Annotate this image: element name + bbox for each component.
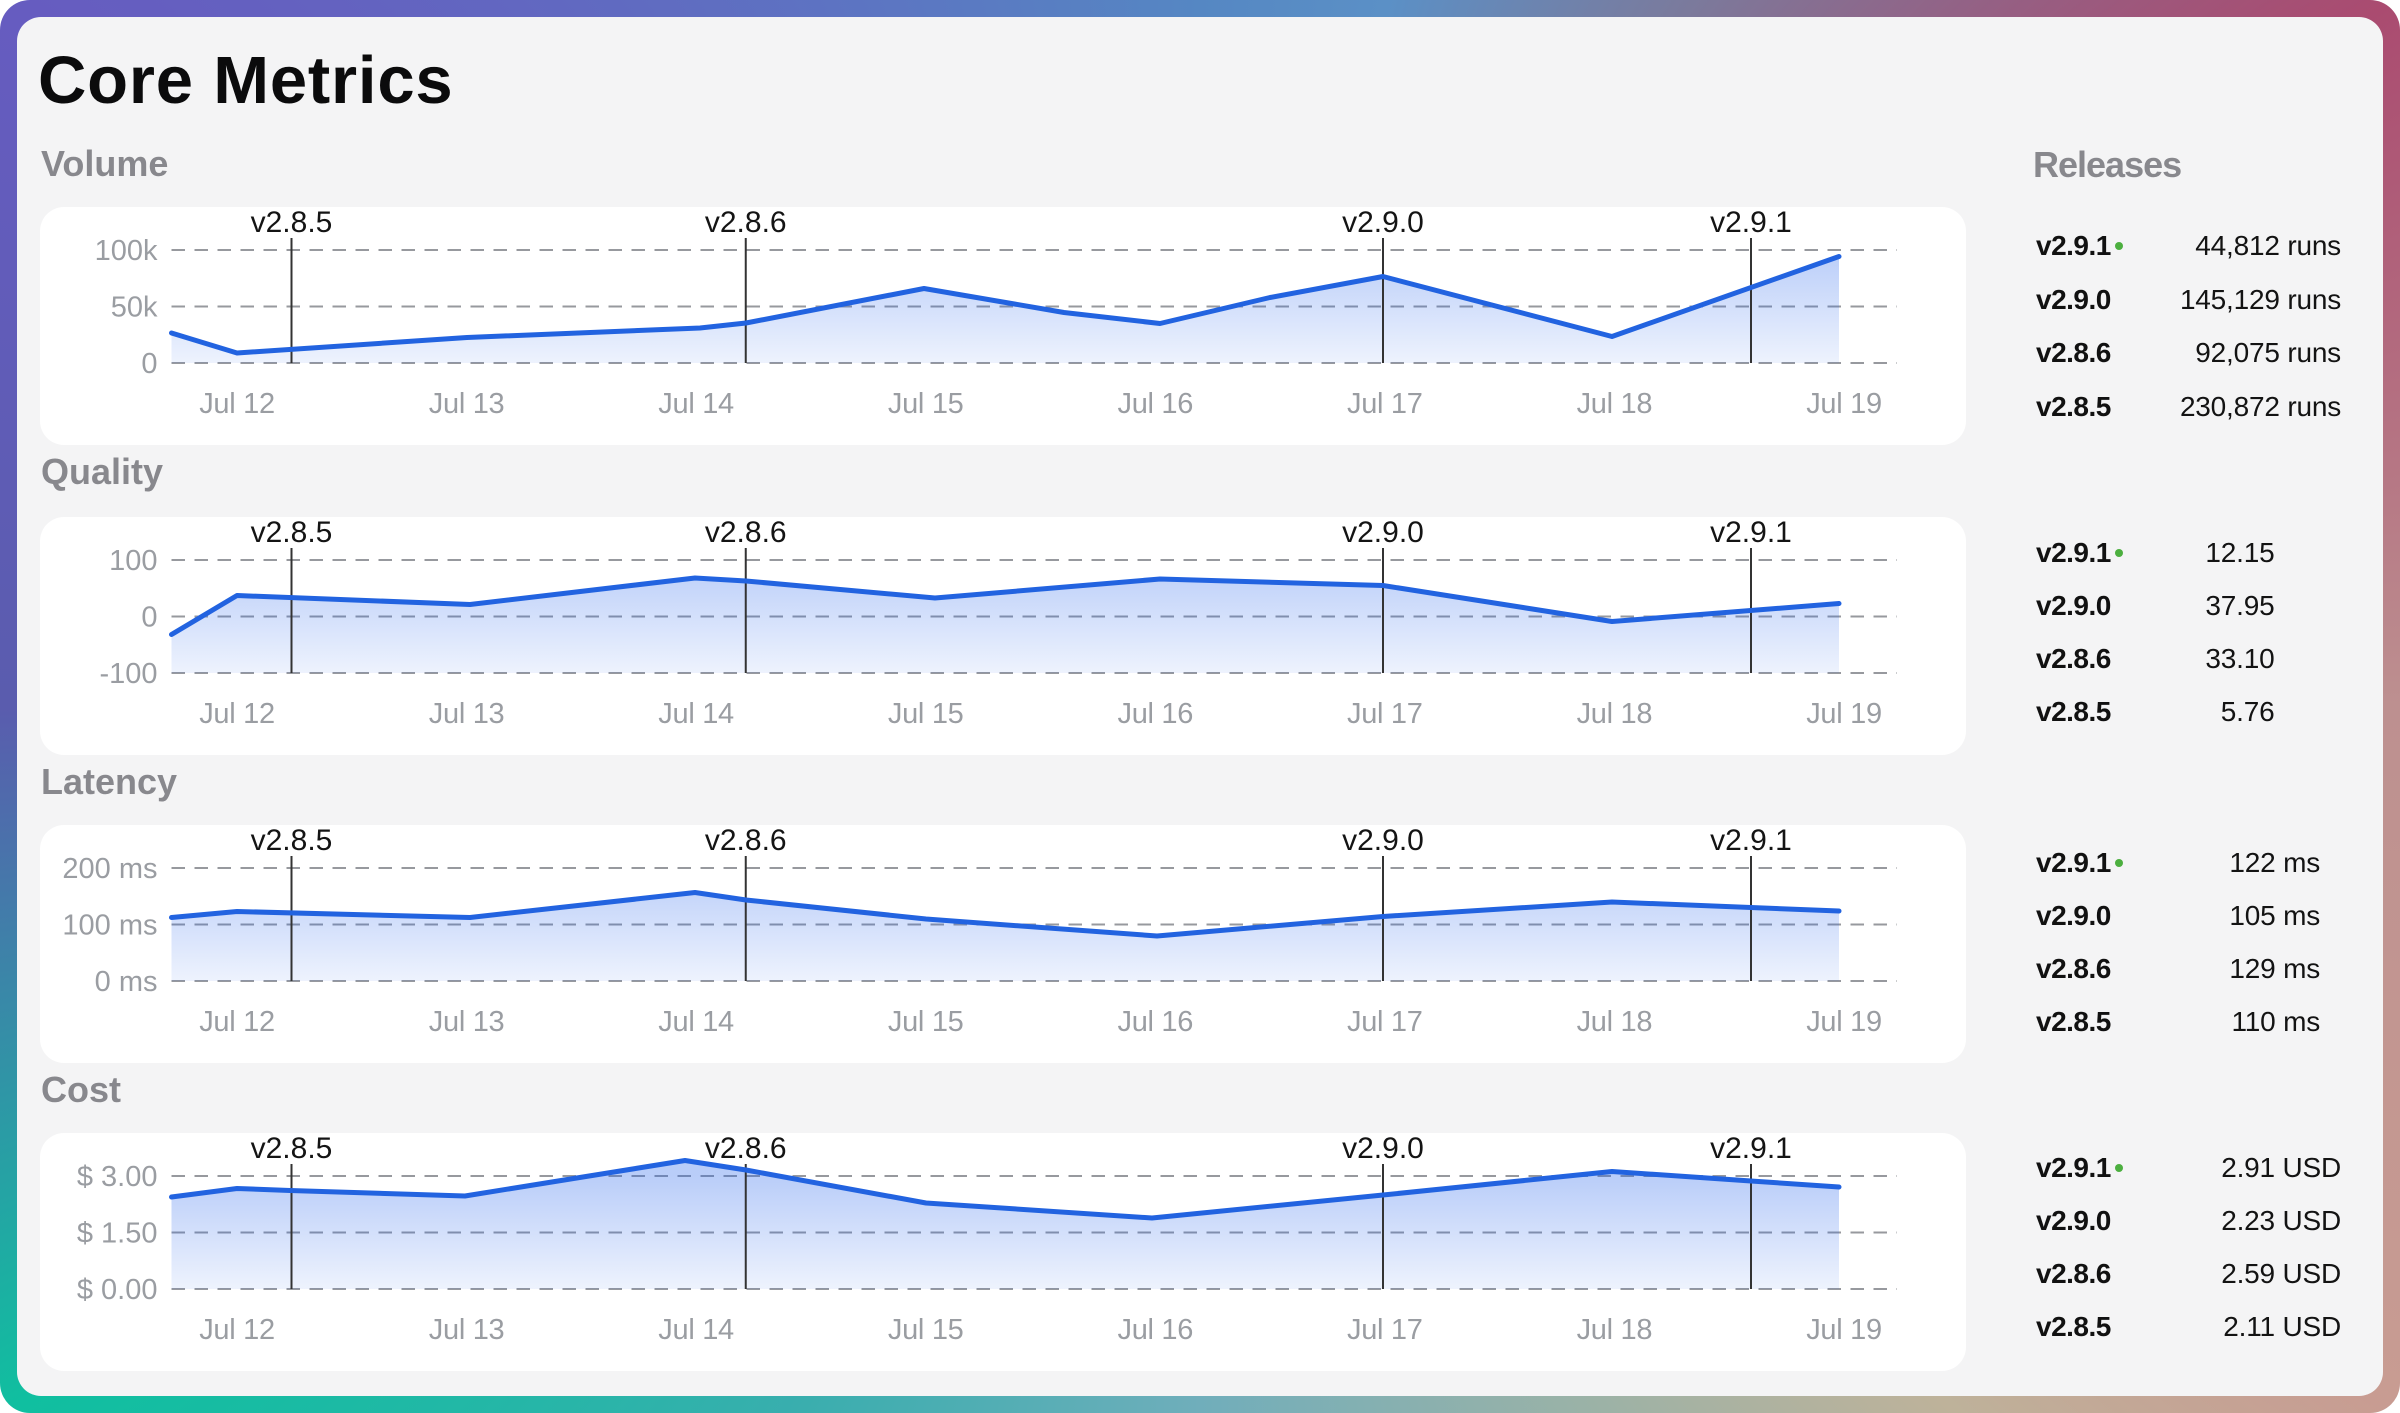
svg-text:Jul 15: Jul 15 — [888, 698, 964, 730]
svg-text:100k: 100k — [95, 235, 158, 267]
svg-text:Jul 14: Jul 14 — [658, 698, 734, 730]
svg-text:$ 1.50: $ 1.50 — [77, 1218, 158, 1250]
svg-text:Jul 14: Jul 14 — [658, 1314, 734, 1346]
svg-text:$ 3.00: $ 3.00 — [77, 1161, 158, 1193]
svg-text:Jul 15: Jul 15 — [888, 1006, 964, 1038]
svg-text:v2.9.1: v2.9.1 — [1710, 207, 1792, 239]
svg-text:Jul 17: Jul 17 — [1347, 698, 1423, 730]
svg-text:v2.8.5: v2.8.5 — [251, 1133, 333, 1165]
svg-text:Jul 12: Jul 12 — [199, 698, 275, 730]
svg-text:Jul 14: Jul 14 — [658, 1006, 734, 1038]
svg-text:Jul 12: Jul 12 — [199, 388, 275, 420]
svg-text:100 ms: 100 ms — [62, 910, 157, 942]
svg-text:Jul 17: Jul 17 — [1347, 388, 1423, 420]
svg-text:v2.8.5: v2.8.5 — [251, 825, 333, 857]
svg-text:v2.8.6: v2.8.6 — [705, 825, 787, 857]
svg-text:v2.9.0: v2.9.0 — [1342, 517, 1424, 549]
svg-text:Jul 15: Jul 15 — [888, 388, 964, 420]
svg-text:Jul 18: Jul 18 — [1577, 1314, 1653, 1346]
svg-text:v2.8.6: v2.8.6 — [705, 1133, 787, 1165]
svg-text:Jul 16: Jul 16 — [1118, 1006, 1194, 1038]
svg-text:0 ms: 0 ms — [95, 966, 158, 998]
svg-text:Jul 15: Jul 15 — [888, 1314, 964, 1346]
svg-text:Jul 13: Jul 13 — [429, 388, 505, 420]
svg-text:v2.9.0: v2.9.0 — [1342, 207, 1424, 239]
svg-text:v2.8.6: v2.8.6 — [705, 517, 787, 549]
svg-text:Jul 18: Jul 18 — [1577, 1006, 1653, 1038]
svg-text:v2.9.1: v2.9.1 — [1710, 517, 1792, 549]
svg-text:200 ms: 200 ms — [62, 853, 157, 885]
svg-text:v2.9.1: v2.9.1 — [1710, 825, 1792, 857]
svg-text:v2.9.0: v2.9.0 — [1342, 825, 1424, 857]
svg-text:Jul 12: Jul 12 — [199, 1006, 275, 1038]
svg-text:100: 100 — [109, 545, 157, 577]
svg-text:Jul 16: Jul 16 — [1118, 1314, 1194, 1346]
svg-text:$ 0.00: $ 0.00 — [77, 1274, 158, 1306]
svg-text:Jul 19: Jul 19 — [1806, 1314, 1882, 1346]
svg-text:v2.8.6: v2.8.6 — [705, 207, 787, 239]
svg-text:Jul 19: Jul 19 — [1806, 388, 1882, 420]
svg-text:Jul 16: Jul 16 — [1118, 698, 1194, 730]
svg-text:-100: -100 — [99, 658, 157, 690]
svg-text:Jul 12: Jul 12 — [199, 1314, 275, 1346]
svg-text:Jul 14: Jul 14 — [658, 388, 734, 420]
svg-text:Jul 13: Jul 13 — [429, 1006, 505, 1038]
svg-text:0: 0 — [141, 601, 157, 633]
svg-text:v2.8.5: v2.8.5 — [251, 517, 333, 549]
svg-text:v2.8.5: v2.8.5 — [251, 207, 333, 239]
svg-text:Jul 17: Jul 17 — [1347, 1006, 1423, 1038]
svg-text:v2.9.0: v2.9.0 — [1342, 1133, 1424, 1165]
svg-text:0: 0 — [141, 348, 157, 380]
svg-text:Jul 19: Jul 19 — [1806, 698, 1882, 730]
svg-text:Jul 13: Jul 13 — [429, 698, 505, 730]
svg-text:v2.9.1: v2.9.1 — [1710, 1133, 1792, 1165]
svg-text:Jul 18: Jul 18 — [1577, 388, 1653, 420]
svg-text:50k: 50k — [111, 291, 158, 323]
svg-text:Jul 19: Jul 19 — [1806, 1006, 1882, 1038]
svg-text:Jul 17: Jul 17 — [1347, 1314, 1423, 1346]
svg-text:Jul 16: Jul 16 — [1118, 388, 1194, 420]
svg-text:Jul 13: Jul 13 — [429, 1314, 505, 1346]
svg-text:Jul 18: Jul 18 — [1577, 698, 1653, 730]
